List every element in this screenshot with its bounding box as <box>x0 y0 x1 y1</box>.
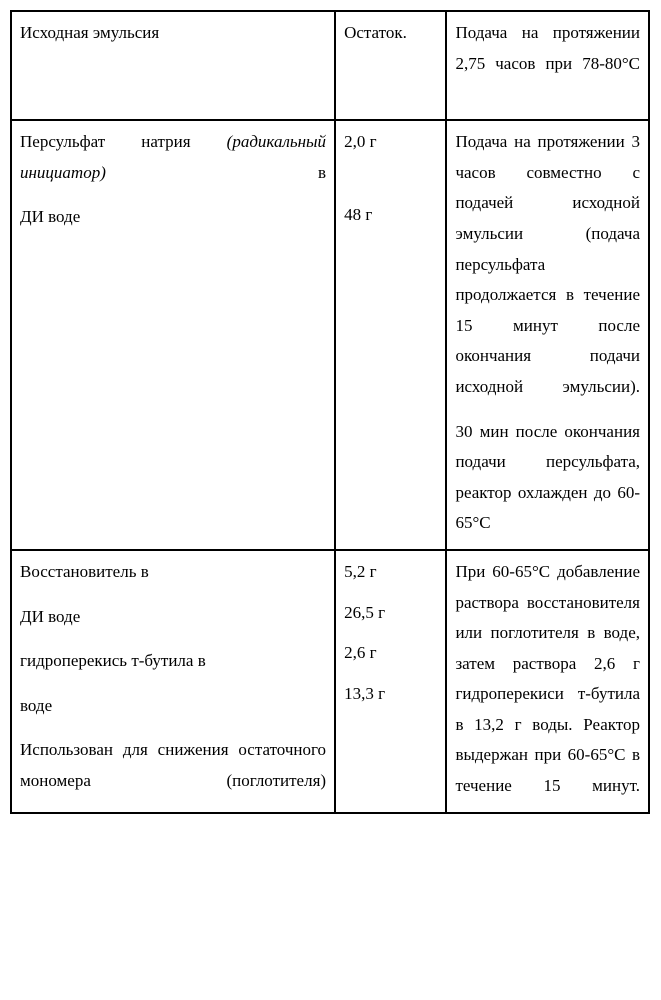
cell-text: Подача на протяжении 3 часов совместно с… <box>455 127 640 402</box>
cell-text: Остаток. <box>344 18 437 49</box>
cell-amount: 5,2 г 26,5 г 2,6 г 13,3 г <box>335 550 446 813</box>
text-part: в <box>106 163 326 182</box>
text-part: Персульфат натрия <box>20 132 227 151</box>
cell-material: Исходная эмульсия <box>11 11 335 120</box>
cell-text: При 60-65°C добавление раствора восстано… <box>455 557 640 802</box>
cell-text: Персульфат натрия (радикальный инициатор… <box>20 127 326 188</box>
cell-text: гидроперекись т-бутила в <box>20 646 326 677</box>
cell-text <box>344 172 437 186</box>
cell-text: ДИ воде <box>20 202 326 233</box>
cell-text: воде <box>20 691 326 722</box>
cell-procedure: Подача на протяжении 2,75 часов при 78-8… <box>446 11 649 120</box>
cell-text: Исходная эмульсия <box>20 18 326 49</box>
table-row: Исходная эмульсия Остаток. Подача на про… <box>11 11 649 120</box>
cell-text: 26,5 г <box>344 598 437 629</box>
cell-text: 5,2 г <box>344 557 437 588</box>
cell-text: 48 г <box>344 200 437 231</box>
cell-amount: 2,0 г 48 г <box>335 120 446 550</box>
chemical-procedure-table: Исходная эмульсия Остаток. Подача на про… <box>10 10 650 814</box>
cell-text: 30 мин после окончания подачи персульфат… <box>455 417 640 539</box>
cell-amount: Остаток. <box>335 11 446 120</box>
cell-text: 13,3 г <box>344 679 437 710</box>
cell-procedure: При 60-65°C добавление раствора восстано… <box>446 550 649 813</box>
table-row: Восстановитель в ДИ воде гидроперекись т… <box>11 550 649 813</box>
cell-text: Подача на протяжении 2,75 часов при 78-8… <box>455 18 640 79</box>
table-row: Персульфат натрия (радикальный инициатор… <box>11 120 649 550</box>
cell-text: 2,0 г <box>344 127 437 158</box>
cell-text: Восстановитель в <box>20 557 326 588</box>
cell-procedure: Подача на протяжении 3 часов совместно с… <box>446 120 649 550</box>
cell-material: Персульфат натрия (радикальный инициатор… <box>11 120 335 550</box>
cell-text: Использован для снижения остаточного мон… <box>20 735 326 796</box>
cell-text: ДИ воде <box>20 602 326 633</box>
cell-material: Восстановитель в ДИ воде гидроперекись т… <box>11 550 335 813</box>
cell-text: 2,6 г <box>344 638 437 669</box>
